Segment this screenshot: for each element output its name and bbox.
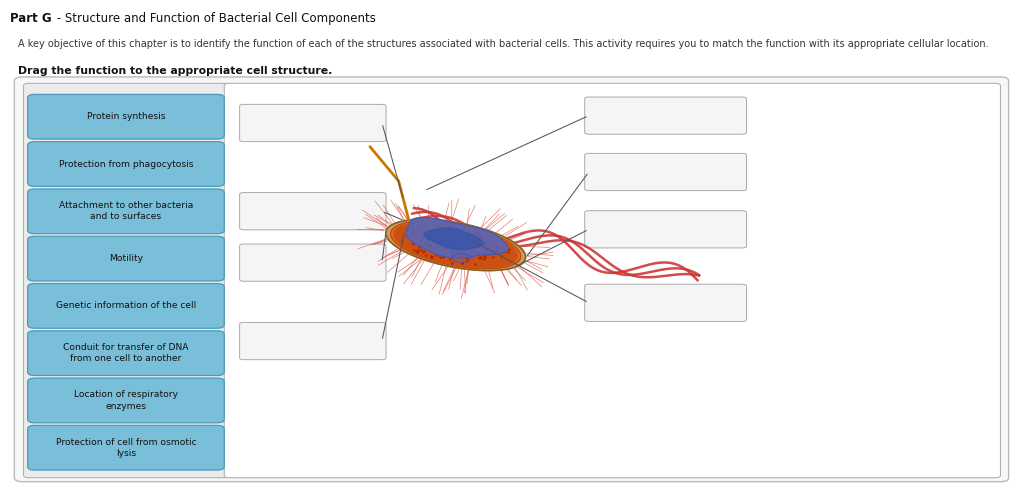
FancyBboxPatch shape: [28, 189, 224, 234]
Polygon shape: [394, 222, 517, 268]
FancyBboxPatch shape: [585, 97, 746, 134]
FancyBboxPatch shape: [28, 331, 224, 375]
FancyBboxPatch shape: [24, 83, 230, 478]
Text: Protection from phagocytosis: Protection from phagocytosis: [58, 160, 194, 169]
FancyBboxPatch shape: [28, 378, 224, 423]
Text: Protection of cell from osmotic
lysis: Protection of cell from osmotic lysis: [55, 438, 197, 458]
FancyBboxPatch shape: [28, 95, 224, 139]
Polygon shape: [424, 228, 483, 249]
Text: Location of respiratory
enzymes: Location of respiratory enzymes: [74, 391, 178, 411]
FancyBboxPatch shape: [28, 284, 224, 328]
Text: Protein synthesis: Protein synthesis: [87, 112, 165, 121]
Polygon shape: [406, 218, 508, 258]
FancyBboxPatch shape: [28, 425, 224, 470]
FancyBboxPatch shape: [28, 236, 224, 281]
Polygon shape: [391, 221, 520, 269]
FancyBboxPatch shape: [224, 83, 1000, 478]
FancyBboxPatch shape: [240, 244, 386, 281]
Text: Attachment to other bacteria
and to surfaces: Attachment to other bacteria and to surf…: [58, 201, 194, 221]
Text: - Structure and Function of Bacterial Cell Components: - Structure and Function of Bacterial Ce…: [53, 12, 376, 25]
Text: Motility: Motility: [109, 254, 143, 263]
FancyBboxPatch shape: [240, 104, 386, 142]
FancyBboxPatch shape: [240, 322, 386, 360]
FancyBboxPatch shape: [585, 284, 746, 321]
Text: Conduit for transfer of DNA
from one cell to another: Conduit for transfer of DNA from one cel…: [63, 343, 188, 363]
Polygon shape: [386, 220, 525, 270]
FancyBboxPatch shape: [28, 142, 224, 186]
Text: A key objective of this chapter is to identify the function of each of the struc: A key objective of this chapter is to id…: [18, 39, 989, 49]
FancyBboxPatch shape: [14, 77, 1009, 482]
FancyBboxPatch shape: [585, 211, 746, 248]
Text: Drag the function to the appropriate cell structure.: Drag the function to the appropriate cel…: [18, 66, 333, 76]
Text: Genetic information of the cell: Genetic information of the cell: [56, 301, 196, 310]
FancyBboxPatch shape: [240, 193, 386, 230]
FancyBboxPatch shape: [585, 153, 746, 191]
Text: Part G: Part G: [10, 12, 52, 25]
